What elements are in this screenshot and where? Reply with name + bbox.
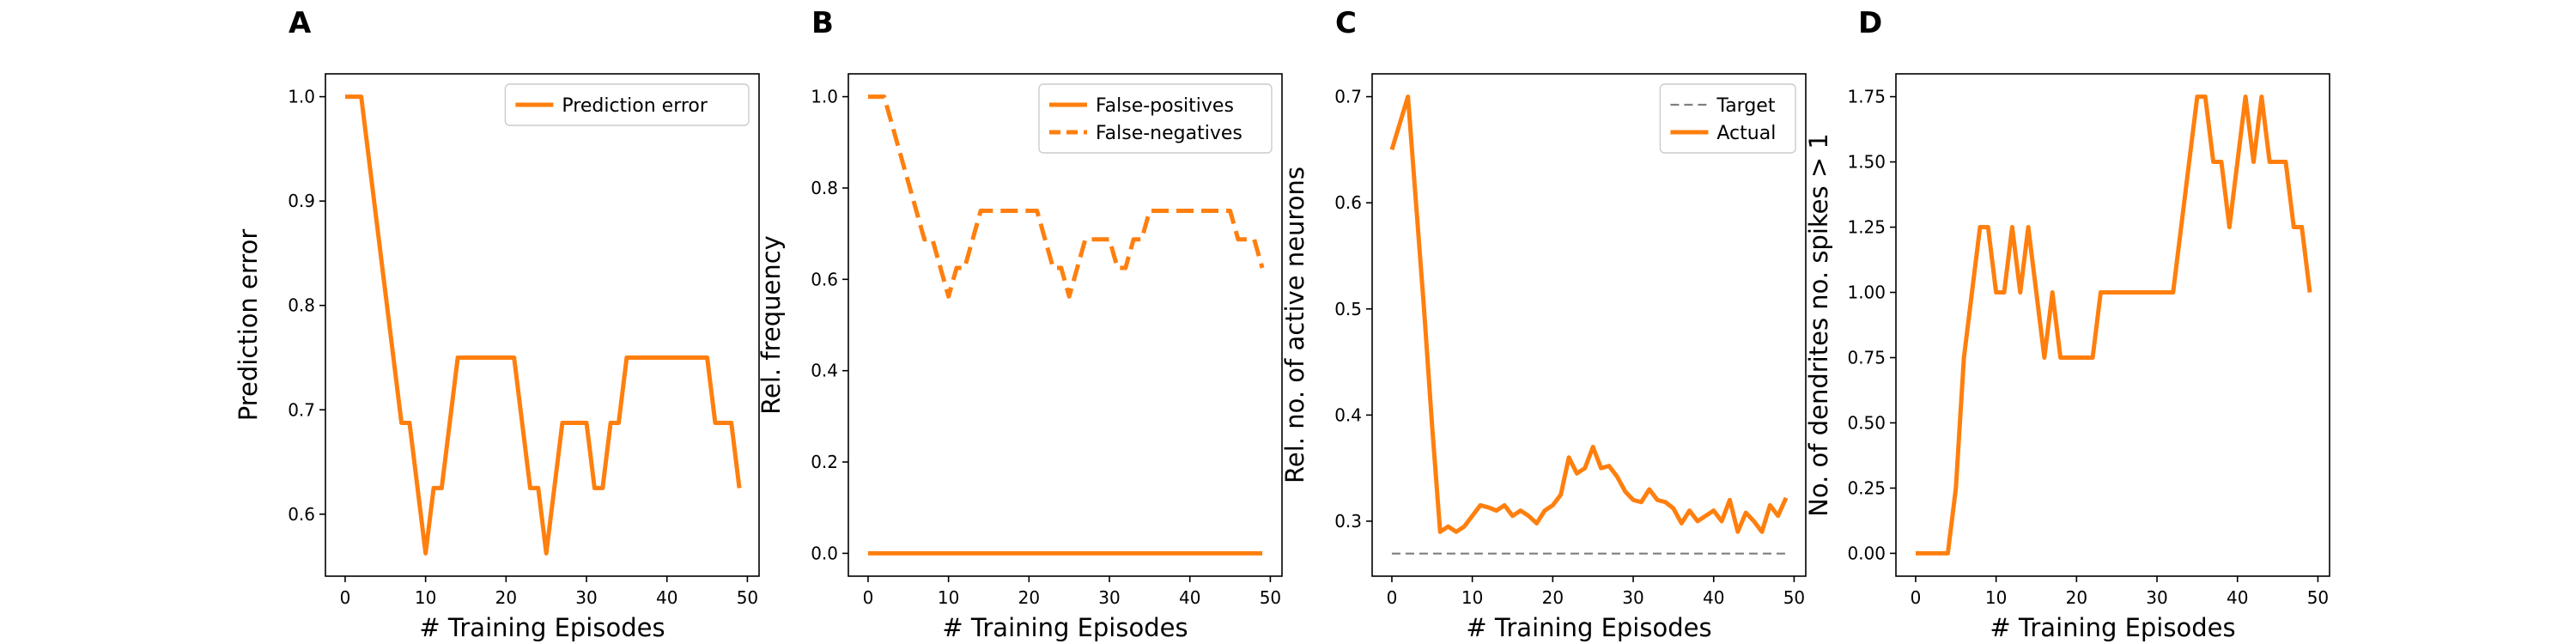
panel-a-x-tick-label: 0 [340, 587, 351, 608]
panel-b-legend [1038, 83, 1273, 154]
panel-a: 0 10 20 30 40 50 0.6 0.7 0.8 0.9 1.0 # Training Epi… [234, 73, 760, 642]
panel-c-y-axis-label: Rel. no. of active neurons [1280, 167, 1309, 483]
panel-d-x-tick-label: 10 [1985, 587, 2007, 608]
panel-b-x-tick-label: 20 [1018, 587, 1040, 608]
panel-c-y-tick-label: 0.5 [1334, 299, 1362, 319]
panel-b-x-tick-label: 30 [1098, 587, 1120, 608]
panel-c-y-tick-label: 0.3 [1334, 511, 1362, 532]
panel-c-axes-frame [1371, 73, 1807, 577]
panel-c-y-tick-label: 0.6 [1334, 192, 1362, 213]
panel-d-axes-frame [1895, 73, 2330, 577]
panel-b-legend-label: False-negatives [1096, 123, 1242, 144]
panel-a-y-axis-label: Prediction error [234, 229, 263, 422]
panel-b-y-tick-label: 0.6 [811, 269, 838, 289]
panel-c-x-tick-label: 10 [1461, 587, 1483, 608]
panel-c-x-tick-label: 30 [1622, 587, 1643, 608]
panel-d-y-tick-label: 0.00 [1847, 543, 1886, 563]
panel-c-x-axis-label: # Training Episodes [1466, 613, 1711, 642]
panel-d-x-axis-label: # Training Episodes [1990, 613, 2235, 642]
panel-a-x-tick-label: 20 [495, 587, 517, 608]
panel-a-y-tick-label: 0.9 [288, 191, 315, 211]
panel-b-x-axis-label: # Training Episodes [942, 613, 1188, 642]
panel-b-y-tick-label: 0.2 [811, 452, 838, 472]
panel-a-x-axis-label: # Training Episodes [419, 613, 665, 642]
panel-c: 0 10 20 30 40 50 0.3 0.4 0.5 0.6 0.7 # Training Epi… [1280, 73, 1807, 642]
panel-a-x-tick-label: 30 [575, 587, 597, 608]
panel-a-y-tick-label: 0.7 [288, 399, 315, 420]
panel-b-x-tick-label: 40 [1179, 587, 1200, 608]
panel-b-y-tick-label: 0.0 [811, 543, 838, 563]
panel-c-x-tick-label: 50 [1783, 587, 1805, 608]
panel-c-legend-label: Actual [1716, 123, 1776, 144]
panel-d-x-tick-label: 50 [2307, 587, 2329, 608]
panel-c-letter: C [1335, 6, 1357, 40]
panel-b-x-tick-label: 50 [1260, 587, 1281, 608]
panel-c-legend [1659, 83, 1796, 154]
panel-b-y-axis-label: Rel. frequency [756, 235, 786, 415]
panel-d-y-tick-label: 1.75 [1847, 87, 1886, 107]
panel-c-x-tick-label: 40 [1703, 587, 1724, 608]
panel-d-x-tick-label: 30 [2146, 587, 2167, 608]
panel-b-x-tick-label: 10 [938, 587, 959, 608]
panel-d-y-tick-label: 0.50 [1847, 412, 1886, 433]
panel-b-y-tick-label: 0.4 [811, 361, 838, 381]
panel-a-x-tick-label: 10 [415, 587, 436, 608]
panel-c-x-tick-label: 0 [1387, 587, 1398, 608]
panel-c-y-tick-label: 0.4 [1334, 404, 1362, 425]
panel-b-y-tick-label: 1.0 [811, 87, 838, 107]
panel-b-axes-frame [848, 73, 1283, 577]
panel-a-axes-frame [325, 73, 760, 577]
panel-c-y-tick-label: 0.7 [1334, 87, 1362, 107]
panel-c-series-line-actual [1389, 94, 1789, 534]
panel-b-legend-label: False-positives [1096, 95, 1234, 117]
panel-a-y-tick-label: 0.6 [288, 504, 315, 525]
panel-b: 0 10 20 30 40 50 0.0 0.2 0.4 0.6 0.8 1.0 # Training … [756, 73, 1283, 642]
panel-a-x-tick-label: 50 [737, 587, 758, 608]
panel-a-series-line-prediction-error [344, 94, 742, 556]
panel-a-y-tick-label: 1.0 [288, 87, 315, 107]
panel-a-legend [504, 83, 750, 126]
panel-d-letter: D [1858, 6, 1882, 40]
panel-d-y-tick-label: 1.50 [1847, 152, 1886, 173]
panel-b-y-tick-label: 0.8 [811, 178, 838, 198]
panel-d-y-tick-label: 1.25 [1847, 217, 1886, 238]
panel-a-legend-label: Prediction error [562, 95, 708, 117]
panel-d-y-tick-label: 0.25 [1847, 477, 1886, 498]
panel-d-x-tick-label: 40 [2227, 587, 2248, 608]
panel-d-y-axis-label: No. of dendrites no. spikes > 1 [1804, 133, 1833, 517]
panel-b-letter: B [811, 6, 834, 40]
panel-d-x-tick-label: 20 [2066, 587, 2087, 608]
panel-b-series-line-false-negatives [867, 94, 1265, 299]
panel-c-legend-label: Target [1716, 95, 1775, 117]
panel-d-series-line-0 [1915, 94, 2312, 556]
panel-a-y-tick-label: 0.8 [288, 295, 315, 316]
panel-d-y-tick-label: 1.00 [1847, 283, 1886, 303]
panel-d-y-tick-label: 0.75 [1847, 347, 1886, 368]
panel-b-x-tick-label: 0 [863, 587, 874, 608]
panel-a-x-tick-label: 40 [656, 587, 677, 608]
panel-a-letter: A [289, 6, 312, 40]
panel-c-x-tick-label: 20 [1542, 587, 1564, 608]
panel-d: 0 10 20 30 40 50 0.00 0.25 0.50 0.75 1.00 1.25 1.50 1… [1804, 73, 2330, 642]
panel-d-x-tick-label: 0 [1911, 587, 1922, 608]
